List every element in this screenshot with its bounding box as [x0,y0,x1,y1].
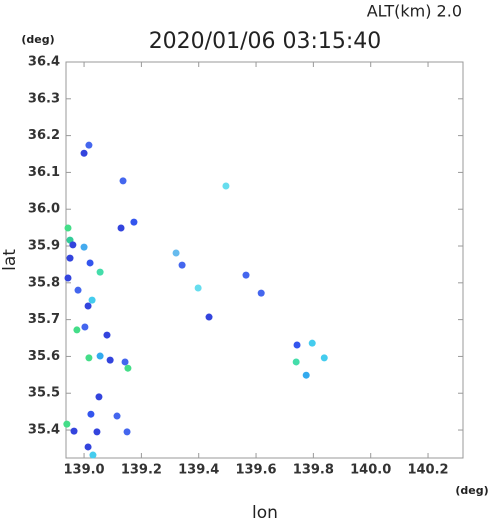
echo-point [64,224,72,232]
x-tick-label: 140.0 [350,463,391,478]
echo-point [172,249,180,257]
echo-point [257,289,265,297]
altitude-label: ALT(km) 2.0 [367,2,462,21]
x-tick-label: 139.4 [178,463,219,478]
echo-point [121,358,129,366]
echo-point [93,428,101,436]
echo-point [66,254,74,262]
x-unit: (deg) [455,484,488,497]
echo-point [87,410,95,418]
echo-point [242,271,250,279]
x-tick-label: 139.6 [235,463,276,478]
y-tick-label: 35.9 [28,239,60,254]
echo-point [302,371,310,379]
echo-point [81,323,89,331]
echo-point [70,427,78,435]
echo-point [130,218,138,226]
echo-point [96,352,104,360]
echo-point [292,358,300,366]
echo-point [293,341,301,349]
echo-point [124,364,132,372]
x-tick-label: 140.2 [407,463,448,478]
echo-point [106,356,114,364]
echo-point [63,420,71,428]
echo-point [74,286,82,294]
plot-frame [65,61,464,459]
y-axis-label: lat [0,249,20,271]
echo-point [119,177,127,185]
x-tick-label: 139.0 [63,463,104,478]
echo-point [96,268,104,276]
echo-point [80,149,88,157]
echo-point [117,224,125,232]
echo-point [86,259,94,267]
chart-title: 2020/01/06 03:15:40 [149,29,382,54]
y-tick-label: 36.1 [28,165,60,180]
echo-point [89,451,97,459]
echo-point [194,284,202,292]
echo-point [205,313,213,321]
y-tick-label: 35.6 [28,349,60,364]
y-tick-label: 36.4 [28,55,60,70]
echo-point [73,326,81,334]
echo-point [69,241,77,249]
y-tick-label: 36.0 [28,202,60,217]
echo-point [64,274,72,282]
echo-point [85,141,93,149]
y-tick-label: 35.4 [28,423,60,438]
echo-point [85,354,93,362]
y-tick-label: 36.2 [28,128,60,143]
x-tick-label: 139.8 [293,463,334,478]
echo-point [123,428,131,436]
echo-point [84,302,92,310]
echo-point [95,393,103,401]
y-tick-label: 36.3 [28,91,60,106]
y-tick-label: 35.7 [28,312,60,327]
echo-point [308,339,316,347]
x-tick-label: 139.2 [121,463,162,478]
y-unit: (deg) [21,33,54,46]
y-tick-label: 35.8 [28,275,60,290]
echo-point [88,296,96,304]
echo-point [222,182,230,190]
x-axis-label: lon [252,503,278,521]
echo-point [320,354,328,362]
echo-point [103,331,111,339]
y-tick-label: 35.5 [28,386,60,401]
echo-point [113,412,121,420]
echo-point [80,243,88,251]
echo-point [84,443,92,451]
echo-point [178,261,186,269]
